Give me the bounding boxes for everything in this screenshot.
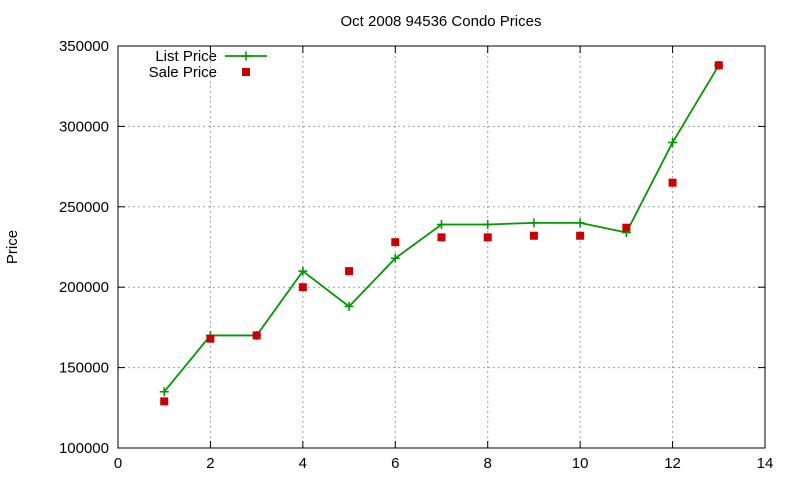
sale-price-point: [252, 331, 261, 340]
list-price-point: [437, 219, 446, 229]
plot-frame: [117, 45, 766, 449]
y-tick-label: 200000: [59, 279, 109, 296]
list-price-point: [390, 253, 400, 263]
sale-price-point: [529, 231, 538, 240]
sale-price-point: [298, 283, 307, 292]
y-tick-label: 150000: [59, 360, 109, 377]
x-tick-label: 4: [299, 455, 307, 472]
list-price-point: [344, 301, 354, 311]
chart-title: Oct 2008 94536 Condo Prices: [341, 13, 542, 30]
legend-marker-sale-price: [242, 68, 250, 76]
x-tick-label: 12: [664, 455, 681, 472]
legend-label-sale-price: Sale Price: [149, 64, 217, 81]
legend-label-list-price: List Price: [155, 48, 217, 65]
sale-price-point: [714, 61, 723, 70]
y-tick-label: 350000: [59, 38, 109, 55]
grid-lines: [118, 46, 765, 448]
sale-price-point: [668, 178, 677, 187]
y-axis-label: Price: [4, 230, 21, 264]
list-price-point: [159, 387, 169, 397]
x-tick-label: 2: [206, 455, 214, 472]
list-price-point: [575, 218, 585, 228]
y-tick-label: 100000: [59, 440, 109, 457]
sale-price-point: [391, 238, 400, 247]
sale-price-point: [622, 223, 631, 232]
sale-price-point: [576, 231, 585, 240]
data-series: [159, 60, 724, 406]
list-price-point: [483, 219, 493, 229]
y-tick-label: 300000: [59, 118, 109, 135]
sale-price-point: [160, 397, 169, 406]
x-tick-label: 10: [572, 455, 589, 472]
x-tick-label: 8: [484, 455, 492, 472]
axis-ticks: 0 2 4 6 8 10 12 14 100000 150000 200000 250000 30000…: [59, 38, 773, 472]
y-tick-label: 250000: [59, 199, 109, 216]
sale-price-point: [206, 334, 215, 343]
legend-marker-list-price: [241, 51, 251, 61]
sale-price-series: [160, 61, 723, 406]
sale-price-point: [345, 267, 354, 276]
list-price-series: [159, 60, 724, 397]
sale-price-point: [437, 233, 446, 242]
list-price-point: [668, 137, 678, 147]
list-price-point: [529, 218, 539, 228]
x-tick-label: 6: [391, 455, 399, 472]
x-tick-label: 0: [114, 455, 122, 472]
sale-price-point: [483, 233, 492, 242]
x-tick-label: 14: [757, 455, 774, 472]
list-price-point: [298, 266, 308, 276]
